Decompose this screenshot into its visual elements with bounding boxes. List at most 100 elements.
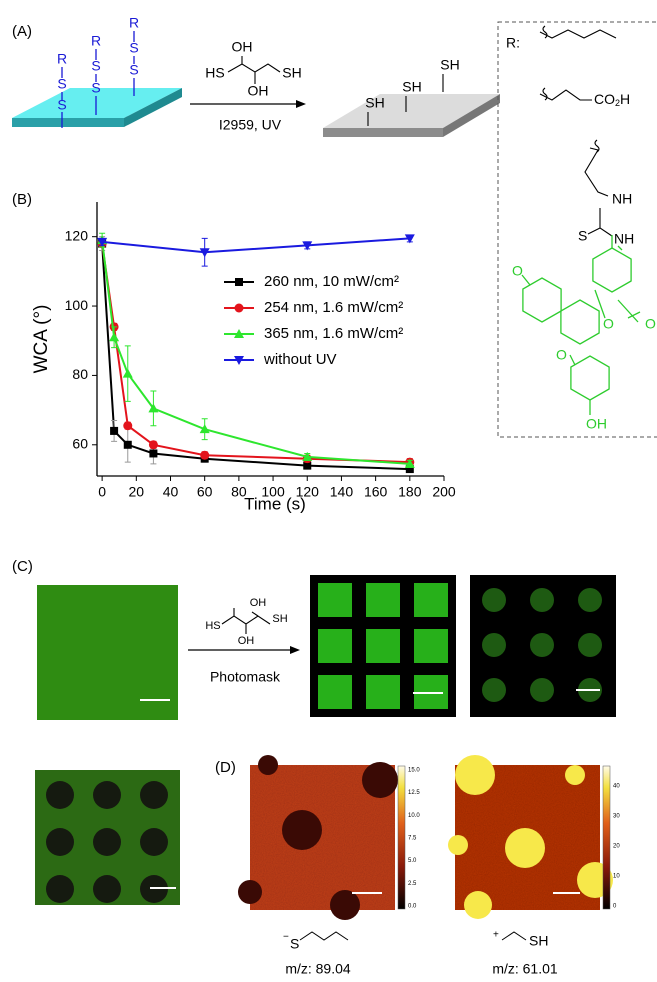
legend-label: without UV — [263, 351, 337, 368]
colorbar-tick-label: 30 — [613, 814, 620, 820]
dark-dot — [93, 875, 121, 903]
colorbar-tick-label: 0 — [613, 904, 617, 910]
marker — [200, 451, 209, 460]
marker — [149, 440, 158, 449]
dark-dot — [93, 781, 121, 809]
ring — [593, 248, 631, 292]
reagent-atom: HS — [205, 620, 220, 632]
chain-label: R — [129, 15, 139, 31]
chain-label: S — [129, 62, 138, 78]
reagent-atom: SH — [282, 65, 301, 81]
x-tick-label: 60 — [197, 484, 213, 500]
acid-label: CO2H — [594, 91, 630, 109]
mass-label: m/z: 61.01 — [492, 961, 558, 977]
thiol-label: SH — [402, 79, 421, 95]
x-tick-label: 100 — [261, 484, 285, 500]
fluorescein-atom: S — [578, 228, 587, 244]
chain-label: S — [57, 76, 66, 92]
fragment-bonds — [300, 932, 348, 940]
square — [414, 583, 448, 617]
dot — [530, 678, 554, 702]
x-tick-label: 80 — [231, 484, 247, 500]
legend-marker — [235, 304, 244, 313]
mass-label: m/z: 89.04 — [285, 961, 351, 977]
colorbar-tick-label: 10 — [613, 874, 620, 880]
fluorescein-atom: O — [603, 316, 614, 332]
fragment-atom: S — [290, 936, 299, 952]
chain-label: R — [91, 33, 101, 49]
y-tick-label: 120 — [65, 227, 89, 243]
wca-chart: Time (s) WCA (°) 02040608010012014016018… — [31, 202, 456, 513]
reagent-bonds — [228, 56, 280, 84]
reagent-atom: OH — [238, 635, 255, 647]
fluorescein-atom: OH — [586, 416, 607, 432]
x-tick-label: 120 — [296, 484, 320, 500]
chain-label: S — [57, 97, 66, 113]
legend-label: 260 nm, 10 mW/cm² — [264, 273, 399, 290]
fragment-bonds — [502, 932, 526, 940]
chain-label: R — [57, 51, 67, 67]
reagent-atom: OH — [248, 83, 269, 99]
colorbar-tick-label: 2.5 — [408, 881, 417, 887]
dot — [530, 588, 554, 612]
marker — [149, 449, 157, 457]
charge: − — [283, 932, 289, 943]
y-tick-label: 100 — [65, 297, 89, 313]
panel-label: (B) — [12, 191, 32, 208]
colorbar-tick-label: 40 — [613, 784, 620, 790]
square — [366, 675, 400, 709]
y-tick-label: 60 — [72, 435, 88, 451]
dark-dot — [46, 828, 74, 856]
chain-label: S — [91, 58, 100, 74]
arrow-head — [296, 100, 306, 108]
fluorescein-bonds — [522, 235, 640, 415]
dark-dot — [93, 828, 121, 856]
colorbar-tick-label: 5.0 — [408, 858, 417, 864]
dark-dot — [46, 875, 74, 903]
r-label: R: — [506, 35, 520, 51]
reagent-bonds — [222, 608, 270, 634]
charge: + — [493, 930, 499, 941]
acid-text: H — [620, 91, 630, 107]
dark-dot — [140, 781, 168, 809]
reagent-atom: HS — [205, 65, 224, 81]
colorbar — [603, 766, 610, 909]
square — [366, 629, 400, 663]
ring — [523, 278, 561, 322]
panel-label: (D) — [215, 759, 236, 776]
reagent-atom: OH — [250, 597, 267, 609]
x-tick-label: 0 — [98, 484, 106, 500]
legend-label: 365 nm, 1.6 mW/cm² — [264, 325, 403, 342]
legend-marker — [235, 278, 243, 286]
dark-dots — [46, 781, 168, 903]
legend-label: 254 nm, 1.6 mW/cm² — [264, 299, 403, 316]
panel-label: (C) — [12, 558, 33, 575]
series-line — [102, 238, 410, 252]
square — [366, 583, 400, 617]
dark-dot — [140, 828, 168, 856]
x-tick-label: 160 — [364, 484, 388, 500]
square — [318, 583, 352, 617]
fluorescein-atom: NH — [612, 191, 632, 207]
colorbar-tick-label: 7.5 — [408, 836, 417, 842]
panel-label: (A) — [12, 23, 32, 40]
fluorescein-atom: O — [645, 316, 656, 332]
colorbar-tick-label: 0.0 — [408, 904, 417, 910]
bond — [522, 235, 640, 415]
marker — [110, 427, 118, 435]
x-tick-label: 40 — [163, 484, 179, 500]
x-tick-label: 20 — [129, 484, 145, 500]
dot — [482, 633, 506, 657]
conditions: Photomask — [210, 669, 281, 685]
marker — [109, 332, 119, 341]
thiol-label: SH — [365, 95, 384, 111]
dots — [482, 588, 602, 702]
dot — [482, 588, 506, 612]
reagent-atom: OH — [232, 39, 253, 55]
x-tick-label: 180 — [398, 484, 422, 500]
thiol-label: SH — [440, 57, 459, 73]
acid-text: CO — [594, 91, 615, 107]
r-group-bonds — [540, 26, 616, 236]
fluorescein-atom: O — [556, 347, 567, 363]
colorbar-tick-label: 15.0 — [408, 768, 420, 774]
